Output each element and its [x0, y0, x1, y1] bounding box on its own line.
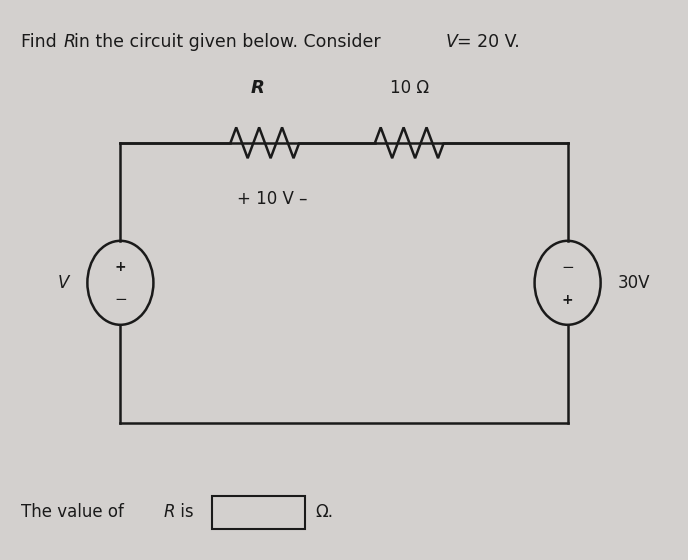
Text: Find: Find	[21, 33, 62, 51]
Text: The value of: The value of	[21, 503, 129, 521]
Text: = 20 V.: = 20 V.	[457, 33, 519, 51]
Text: −: −	[561, 260, 574, 274]
Text: R: R	[63, 33, 76, 51]
Text: is: is	[175, 503, 194, 521]
Text: Ω.: Ω.	[315, 503, 333, 521]
Text: 10 Ω: 10 Ω	[390, 78, 429, 96]
Text: +: +	[115, 260, 126, 274]
Text: R: R	[163, 503, 175, 521]
Text: V: V	[58, 274, 69, 292]
Text: R: R	[251, 78, 265, 96]
Text: +: +	[562, 293, 573, 307]
Text: V: V	[446, 33, 458, 51]
Text: in the circuit given below. Consider: in the circuit given below. Consider	[74, 33, 387, 51]
Bar	[212, 496, 305, 529]
Text: + 10 V –: + 10 V –	[237, 190, 308, 208]
Text: 30V: 30V	[617, 274, 650, 292]
Text: −: −	[114, 292, 127, 307]
